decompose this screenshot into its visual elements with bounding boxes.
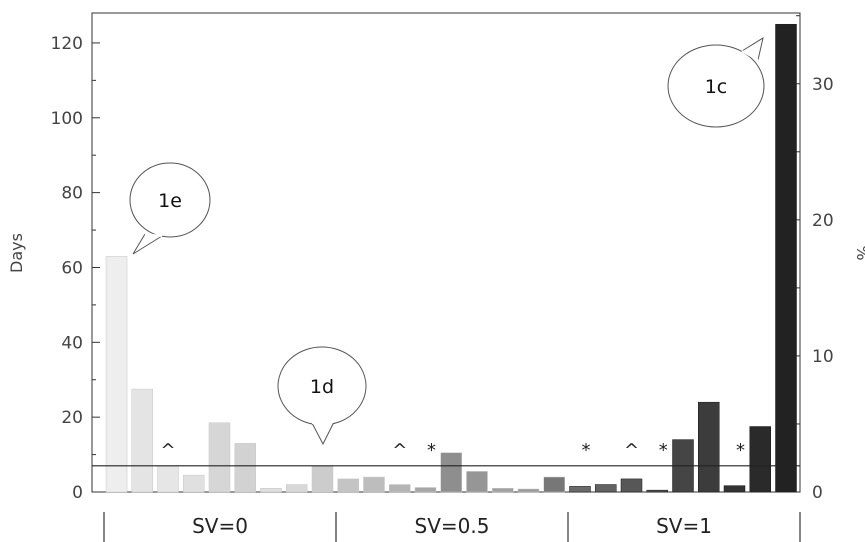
caret-marker: ^ — [160, 440, 175, 461]
callout-1c: 1c — [667, 36, 765, 128]
group-label: SV=0 — [192, 514, 248, 538]
callout-1e: 1e — [129, 162, 211, 255]
y-tick-label-left: 120 — [51, 34, 83, 54]
bar — [208, 422, 231, 493]
bars — [105, 23, 797, 493]
y-tick-label-left: 60 — [61, 258, 83, 278]
asterisk-marker: * — [659, 440, 668, 461]
bar — [569, 486, 591, 493]
bar — [440, 452, 462, 493]
y-axis-title-right: % — [853, 245, 865, 260]
bar — [363, 476, 385, 493]
callout-tail-join — [144, 233, 163, 237]
callout-label: 1c — [705, 76, 728, 98]
significance-markers: ^ ^ * * ^ * * — [160, 440, 745, 461]
bar — [105, 255, 128, 493]
group-label: SV=0.5 — [415, 514, 490, 538]
y-tick-label-left: 20 — [61, 408, 83, 428]
bar — [311, 465, 334, 493]
bar — [492, 488, 514, 493]
bar — [466, 471, 488, 493]
asterisk-marker: * — [736, 440, 745, 461]
caret-marker: ^ — [392, 440, 407, 461]
y-axis-title-left: Days — [7, 233, 26, 273]
bar — [286, 484, 308, 493]
bar — [723, 485, 746, 493]
bar — [620, 478, 643, 493]
bar — [260, 488, 282, 493]
left-y-axis: 0 20 40 60 80 100 120 — [51, 34, 100, 503]
callout-label: 1e — [158, 190, 182, 212]
y-tick-label-right: 10 — [812, 347, 834, 367]
bar — [157, 465, 179, 493]
y-tick-label-left: 80 — [61, 184, 83, 204]
callout-label: 1d — [310, 376, 334, 398]
callout-bubble — [667, 44, 765, 128]
bar — [389, 484, 411, 493]
bar — [698, 401, 720, 493]
group-label: SV=1 — [656, 514, 712, 538]
caret-marker: ^ — [624, 440, 639, 461]
bar — [337, 478, 359, 493]
bar — [234, 443, 256, 493]
y-tick-label-right: 30 — [812, 75, 834, 95]
asterisk-marker: * — [582, 440, 591, 461]
y-tick-label-left: 0 — [72, 483, 83, 503]
group-axis: SV=0 SV=0.5 SV=1 — [103, 512, 801, 542]
bar — [131, 388, 153, 493]
bar — [414, 487, 437, 493]
callout-tail-join — [311, 421, 335, 424]
callout-tail — [132, 233, 163, 255]
y-tick-label-left: 40 — [61, 333, 83, 353]
callout-tail — [311, 421, 335, 446]
bar — [183, 474, 205, 493]
bar — [595, 484, 617, 493]
bar — [749, 426, 771, 493]
bar — [775, 23, 797, 493]
bar — [543, 476, 565, 493]
callout-bubble — [129, 162, 211, 238]
bar — [517, 488, 540, 493]
y-tick-label-right: 20 — [812, 211, 834, 231]
bar — [646, 489, 668, 493]
asterisk-marker: * — [427, 440, 436, 461]
callout-tail-join — [741, 50, 759, 61]
callouts: 1e 1d 1c — [129, 36, 765, 446]
y-tick-label-left: 100 — [51, 109, 83, 129]
callout-1d: 1d — [277, 346, 367, 446]
y-tick-label-right: 0 — [812, 483, 823, 503]
callout-tail — [741, 36, 764, 61]
right-y-axis: 0 10 20 30 — [792, 15, 834, 503]
